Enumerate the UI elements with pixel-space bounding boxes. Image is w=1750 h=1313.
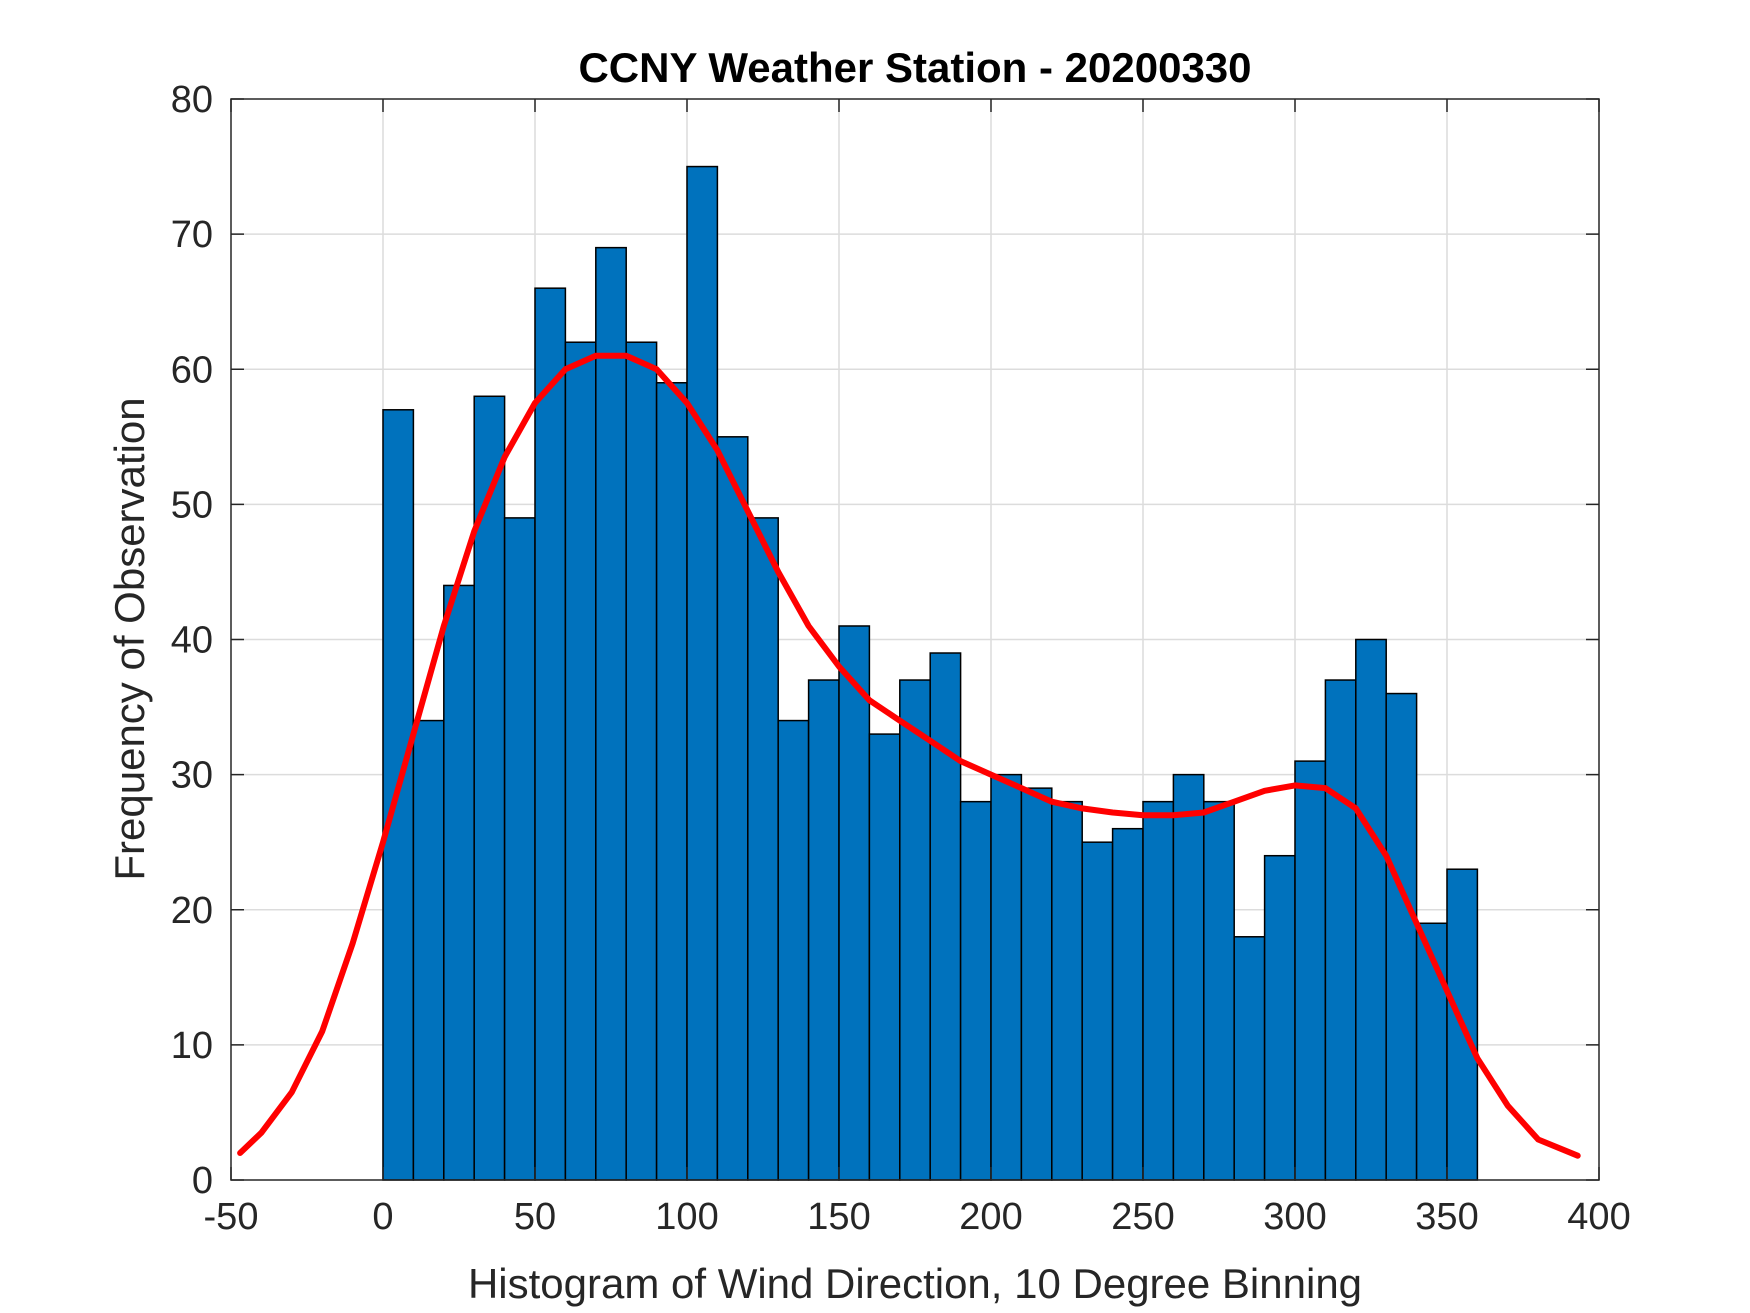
- histogram-bar: [838, 625, 871, 1181]
- x-tick-label: 0: [372, 1196, 393, 1238]
- x-tick-label: 200: [959, 1196, 1022, 1238]
- x-tick-label: 100: [655, 1196, 718, 1238]
- x-tick-label: 150: [807, 1196, 870, 1238]
- y-tick-label: 40: [171, 620, 213, 662]
- histogram-bar: [747, 517, 779, 1181]
- y-tick-label: 0: [192, 1160, 213, 1202]
- tick-marks: [230, 98, 1600, 1181]
- y-tick-labels: 0 10 20 30 40 50 60 70 80: [171, 79, 213, 1202]
- histogram-bar: [1172, 773, 1205, 1181]
- histogram-bar: [1142, 800, 1175, 1181]
- histogram-bar: [1294, 760, 1327, 1181]
- histogram-bar: [1020, 787, 1053, 1181]
- histogram-bar: [1324, 679, 1357, 1181]
- x-tick-label: 350: [1415, 1196, 1478, 1238]
- chart-title: CCNY Weather Station - 20200330: [578, 44, 1251, 91]
- histogram-bar: [959, 800, 992, 1181]
- y-tick-label: 10: [171, 1025, 213, 1067]
- histogram-bar: [595, 246, 627, 1181]
- histogram-bar: [990, 773, 1023, 1181]
- histogram-bar: [443, 584, 475, 1181]
- histogram-bar: [686, 165, 719, 1181]
- histogram-bar: [534, 287, 567, 1181]
- y-tick-label: 70: [171, 214, 213, 256]
- histogram-bar: [1051, 800, 1083, 1181]
- histogram-bar: [1233, 936, 1266, 1181]
- histogram-bar: [899, 679, 931, 1181]
- y-tick-label: 30: [171, 755, 213, 797]
- y-tick-label: 20: [171, 890, 213, 932]
- histogram-bar: [807, 679, 840, 1181]
- histogram-bar: [1385, 692, 1418, 1181]
- histogram-bar: [1355, 638, 1387, 1181]
- y-tick-label: 60: [171, 349, 213, 391]
- histogram-bar: [716, 436, 749, 1181]
- histogram-bar: [777, 719, 810, 1181]
- x-tick-label: 400: [1567, 1196, 1630, 1238]
- x-tick-labels: -50 0 50 100 150 200 250 300 350 400: [204, 1196, 1631, 1238]
- x-tick-label: -50: [204, 1196, 259, 1238]
- histogram-bar: [1081, 841, 1114, 1181]
- histogram-bar: [1263, 854, 1296, 1181]
- y-tick-label: 50: [171, 484, 213, 526]
- histogram-bar: [564, 341, 597, 1181]
- histogram-bar: [655, 382, 688, 1181]
- x-tick-label: 250: [1111, 1196, 1174, 1238]
- y-tick-label: 80: [171, 79, 213, 121]
- histogram-bar: [412, 719, 445, 1181]
- fit-curve: [237, 352, 1581, 1159]
- x-axis-label: Histogram of Wind Direction, 10 Degree B…: [468, 1260, 1362, 1307]
- histogram-bar: [1203, 800, 1235, 1181]
- x-tick-label: 50: [514, 1196, 556, 1238]
- histogram-bar: [1415, 922, 1448, 1181]
- y-axis-label: Frequency of Observation: [106, 397, 153, 880]
- x-tick-label: 300: [1263, 1196, 1326, 1238]
- histogram-bar: [625, 341, 658, 1181]
- histogram-bar: [868, 733, 901, 1181]
- histogram-bar: [1111, 827, 1144, 1181]
- histogram-bar: [503, 517, 536, 1181]
- histogram-bar: [929, 652, 962, 1181]
- histogram-bar: [473, 395, 506, 1181]
